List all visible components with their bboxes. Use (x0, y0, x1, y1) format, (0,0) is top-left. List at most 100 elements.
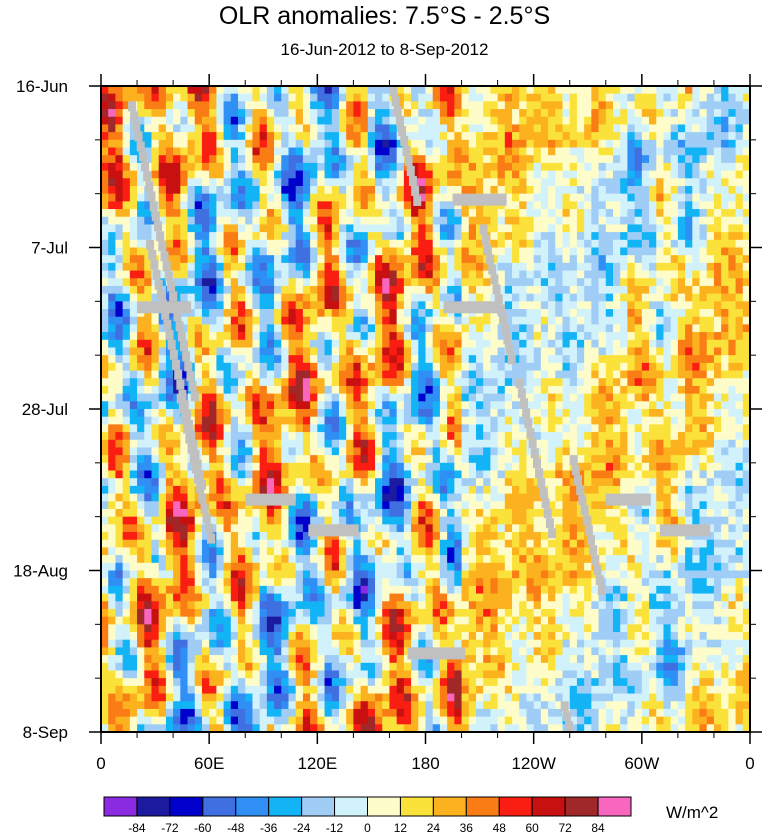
field-cell (375, 508, 383, 518)
field-cell (475, 270, 484, 279)
field-cell (216, 86, 225, 95)
field-cell (432, 393, 441, 402)
field-cell (641, 339, 650, 349)
field-cell (382, 255, 391, 264)
field-cell (461, 162, 470, 172)
field-cell (122, 347, 131, 356)
field-cell (173, 109, 181, 118)
field-cell (497, 478, 506, 487)
field-cell (382, 193, 391, 202)
field-cell (584, 224, 592, 233)
field-cell (353, 224, 362, 233)
field-cell (497, 247, 506, 256)
field-cell (634, 324, 643, 333)
field-cell (230, 162, 239, 172)
field-cell (230, 378, 239, 387)
field-cell (223, 139, 232, 149)
field-cell (468, 385, 477, 395)
field-cell (605, 309, 614, 318)
field-cell (418, 301, 427, 310)
field-cell (245, 355, 254, 364)
field-cell (238, 401, 246, 410)
field-cell (295, 385, 304, 395)
field-cell (317, 478, 326, 487)
field-cell (403, 178, 412, 187)
field-cell (475, 370, 484, 379)
field-cell (447, 393, 455, 402)
field-cell (627, 247, 636, 256)
field-cell (728, 447, 737, 456)
field-cell (115, 162, 124, 172)
field-cell (454, 232, 463, 241)
field-cell (238, 309, 246, 318)
field-cell (439, 193, 448, 202)
field-cell (144, 86, 153, 95)
field-cell (396, 347, 405, 356)
field-cell (663, 416, 672, 425)
field-cell (238, 501, 246, 510)
field-cell (663, 439, 672, 449)
field-cell (483, 493, 491, 502)
field-cell (612, 262, 621, 272)
field-cell (735, 162, 744, 172)
field-cell (540, 262, 549, 272)
field-cell (180, 439, 189, 449)
field-cell (742, 324, 750, 333)
field-cell (641, 124, 650, 133)
field-cell (158, 147, 167, 156)
field-cell (180, 93, 189, 102)
field-cell (584, 193, 592, 202)
field-cell (735, 270, 744, 279)
field-cell (158, 170, 167, 179)
field-cell (295, 370, 304, 379)
field-cell (526, 116, 535, 126)
field-cell (144, 347, 153, 356)
field-cell (230, 170, 239, 179)
field-cell (685, 485, 693, 495)
field-cell (548, 455, 556, 464)
field-cell (173, 432, 181, 441)
field-cell (699, 393, 708, 402)
field-cell (576, 216, 585, 226)
field-cell (497, 109, 506, 118)
field-cell (194, 508, 203, 518)
field-cell (483, 501, 491, 510)
field-cell (173, 239, 181, 249)
field-cell (454, 401, 463, 410)
field-cell (238, 162, 246, 172)
field-cell (382, 355, 391, 364)
field-cell (288, 170, 297, 179)
field-cell (108, 355, 117, 364)
field-cell (288, 385, 297, 395)
field-cell (382, 185, 391, 195)
field-cell (490, 209, 499, 218)
field-cell (346, 255, 354, 264)
field-cell (295, 432, 304, 441)
field-cell (216, 508, 225, 518)
field-cell (245, 209, 254, 218)
field-cell (627, 224, 636, 233)
field-cell (411, 462, 419, 472)
field-cell (728, 185, 737, 195)
field-cell (115, 424, 124, 433)
field-cell (504, 224, 513, 233)
field-cell (432, 462, 441, 472)
field-cell (620, 155, 629, 164)
field-cell (742, 116, 750, 126)
field-cell (137, 116, 145, 126)
field-cell (432, 224, 441, 233)
field-cell (108, 316, 117, 325)
field-cell (447, 432, 455, 441)
field-cell (490, 178, 499, 187)
field-cell (562, 93, 571, 102)
field-cell (728, 124, 737, 133)
field-cell (713, 224, 722, 233)
field-cell (259, 278, 268, 287)
field-cell (447, 370, 455, 379)
field-cell (108, 124, 117, 133)
field-cell (533, 424, 542, 433)
field-cell (721, 370, 729, 379)
field-cell (137, 378, 145, 387)
field-cell (634, 447, 643, 456)
field-cell (461, 432, 470, 441)
